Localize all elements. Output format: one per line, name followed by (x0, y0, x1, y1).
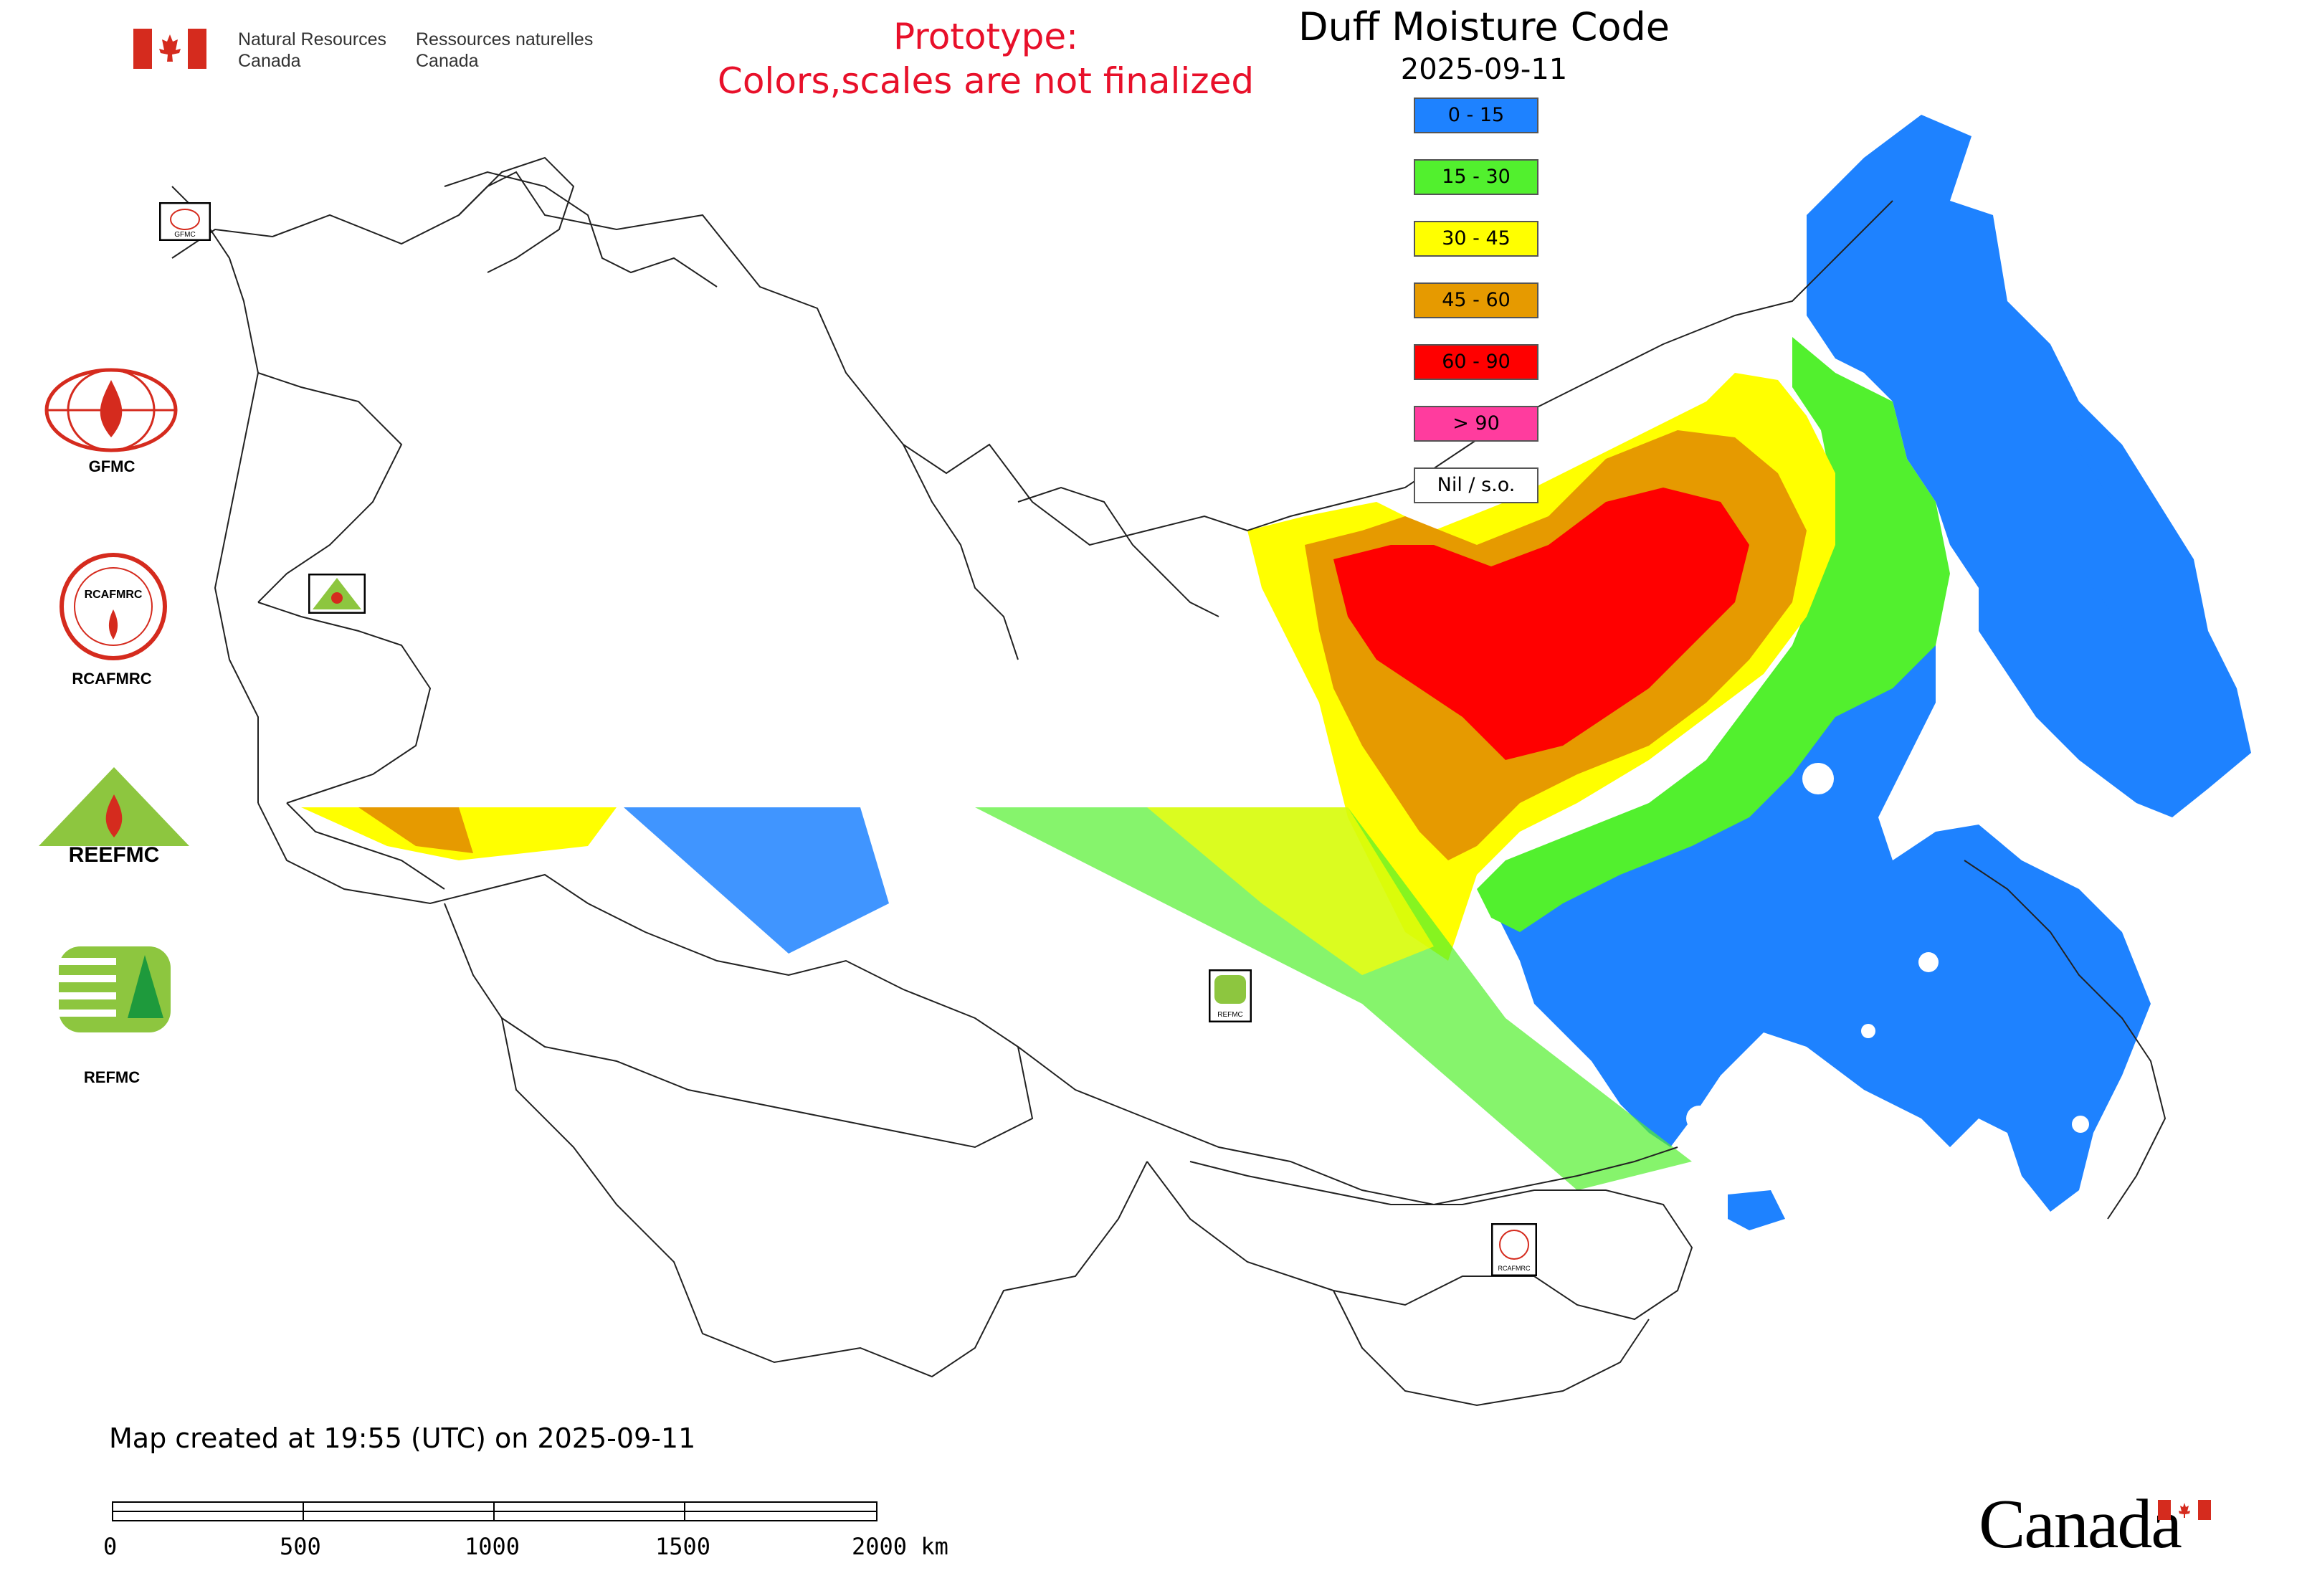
canada-flag-icon (133, 29, 206, 69)
department-name-en: Natural Resources Canada (238, 29, 386, 72)
lake-spot (1802, 763, 1834, 794)
dmc-area-15-30 (1477, 337, 1950, 932)
refmc-label: REFMC (83, 1068, 141, 1086)
reefmc-logo-icon: REEFMC (39, 767, 189, 866)
refmc-logo-icon (59, 946, 171, 1032)
dmc-area-0-15-south (1491, 502, 2151, 1212)
sea-coast-east (1964, 860, 2167, 1220)
rcafmrc-ring-text: RCAFMRC (85, 589, 143, 601)
legend-item-15-30: 15 - 30 (1414, 159, 1538, 195)
legend-item-30-45: 30 - 45 (1414, 221, 1538, 257)
scale-tick-1500: 1500 (655, 1533, 711, 1560)
kazakhstan-outline (444, 903, 1034, 1149)
legend-item-nil: Nil / s.o. (1414, 467, 1538, 503)
department-fr-line1: Ressources naturelles (416, 29, 594, 49)
map-title: Duff Moisture Code (1298, 4, 1670, 49)
lake-spot (2072, 1116, 2089, 1133)
china-border-fragment (1333, 1290, 1650, 1407)
dmc-area-60-90 (1333, 488, 1749, 760)
created-timestamp: Map created at 19:55 (UTC) on 2025-09-11 (109, 1422, 696, 1454)
dmc-streaks-green (975, 807, 1692, 1190)
department-fr-line2: Canada (416, 51, 479, 71)
prototype-line1: Prototype: (893, 16, 1079, 57)
legend-item-60-90: 60 - 90 (1414, 344, 1538, 380)
scale-tick-1000: 1000 (465, 1533, 520, 1560)
baltic-region (257, 372, 403, 603)
wordmark-flag-icon (2158, 1500, 2211, 1520)
scale-bar (112, 1501, 877, 1521)
lake-spot (1861, 1024, 1875, 1038)
department-en-line1: Natural Resources (238, 29, 387, 49)
lake-spot (1918, 952, 1939, 972)
gfmc-logo-icon (44, 368, 178, 452)
gfmc-location-icon: GFMC (159, 202, 211, 241)
map-date: 2025-09-11 (1400, 53, 1568, 86)
boundary-layer (171, 156, 2167, 1407)
dmc-island-south (1728, 1190, 1785, 1230)
scale-tick-2000: 2000 km (852, 1533, 948, 1560)
department-en-line2: Canada (238, 51, 301, 71)
legend-item-0-15: 0 - 15 (1414, 98, 1538, 133)
europe-west-outline (171, 186, 260, 803)
russia-south-boundary (257, 802, 1678, 1206)
dmc-kamchatka (2007, 416, 2194, 688)
rcafmrc-location-icon: RCAFMRC (1491, 1223, 1537, 1276)
dmc-streaks-blue (624, 807, 889, 954)
refmc-location-label: REFMC (1217, 1011, 1243, 1019)
ukraine-region (257, 602, 432, 804)
mongolia-outline (1146, 1161, 1693, 1321)
dmc-streaks-orange-west (358, 807, 473, 853)
legend: 0 - 15 15 - 30 30 - 45 45 - 60 60 - 90 >… (1414, 98, 1541, 529)
prototype-notice: Prototype: Colors,scales are not finaliz… (609, 14, 1362, 103)
reefmc-location-icon (308, 574, 366, 614)
taymyr-coast (1017, 486, 1219, 617)
central-asia-outline (501, 1017, 1148, 1378)
department-name-fr: Ressources naturelles Canada (416, 29, 593, 72)
scandinavia-outline (444, 171, 718, 288)
legend-item-45-60: 45 - 60 (1414, 282, 1538, 318)
yamal-peninsula (903, 444, 1019, 660)
canada-wordmark: Canada (1979, 1486, 2182, 1563)
caucasus-region (286, 802, 445, 890)
rcafmrc-location-label: RCAFMRC (1498, 1265, 1531, 1272)
scale-tick-500: 500 (280, 1533, 321, 1560)
refmc-location-icon: REFMC (1209, 969, 1252, 1022)
scale-tick-0: 0 (103, 1533, 118, 1560)
rcafmrc-label: RCAFMRC (72, 670, 152, 688)
lake-spot (1686, 1106, 1712, 1131)
legend-item-over-90: > 90 (1414, 406, 1538, 442)
dmc-streaks-yellow (1147, 807, 1434, 975)
reefmc-logo-text: REEFMC (69, 843, 160, 866)
novaya-zemlya (458, 156, 575, 273)
rcafmrc-logo-icon: RCAFMRC (60, 553, 167, 660)
dmc-raster-layer (301, 115, 2251, 1230)
gfmc-location-label: GFMC (174, 231, 195, 239)
prototype-line2: Colors,scales are not finalized (717, 60, 1255, 102)
gfmc-label: GFMC (88, 457, 135, 475)
